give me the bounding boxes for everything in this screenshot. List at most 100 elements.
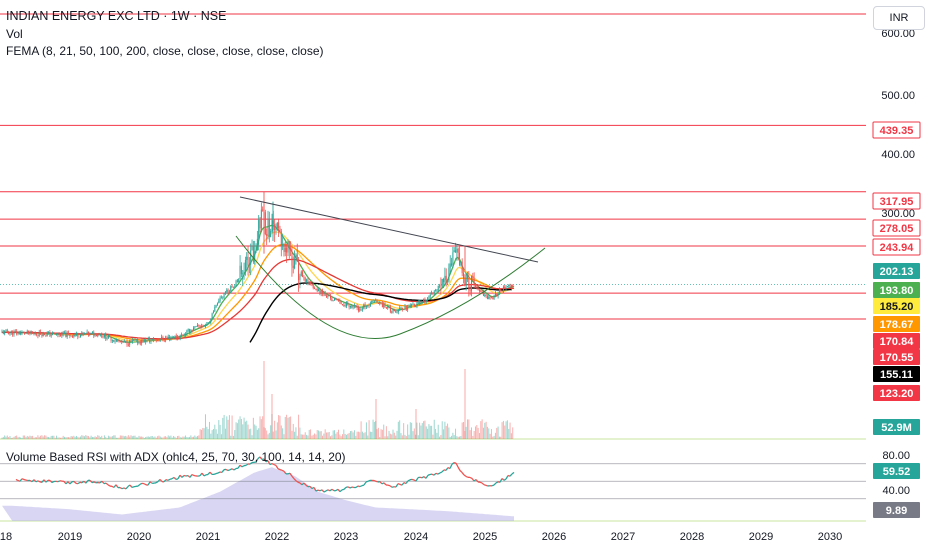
currency-button[interactable]: INR xyxy=(873,6,925,30)
rsi-line-segment xyxy=(359,485,363,488)
candle-body xyxy=(17,332,19,334)
candle-body xyxy=(178,336,180,339)
volume-bar xyxy=(123,436,125,439)
rsi-line-segment xyxy=(479,481,483,484)
candle-body xyxy=(326,295,328,297)
candle-body xyxy=(212,311,214,314)
candle-body xyxy=(226,289,228,292)
volume-bar xyxy=(473,430,475,439)
candle-body xyxy=(232,286,234,288)
volume-bar xyxy=(40,435,42,439)
price-label: 170.84 xyxy=(873,333,920,349)
volume-bar xyxy=(127,435,129,439)
candle-body xyxy=(432,292,434,294)
rsi-line-segment xyxy=(327,489,331,492)
candle-body xyxy=(473,279,475,286)
candle-body xyxy=(355,305,357,307)
candle-body xyxy=(74,334,76,336)
rsi-line-segment xyxy=(325,489,329,492)
price-label: 439.35 xyxy=(872,121,921,139)
fema-legend[interactable]: FEMA (8, 21, 50, 100, 200, close, close,… xyxy=(6,44,324,58)
volume-bar xyxy=(493,435,495,439)
volume-bar xyxy=(20,437,22,439)
candle-body xyxy=(125,341,127,342)
volume-bar xyxy=(432,434,434,439)
volume-bar xyxy=(255,425,257,439)
rsi-line-segment xyxy=(491,484,495,487)
candle-body xyxy=(194,326,196,328)
volume-bar xyxy=(457,436,459,439)
volume-bar xyxy=(303,434,305,439)
volume-bar xyxy=(57,437,59,439)
volume-bar xyxy=(4,435,6,439)
volume-bar xyxy=(391,434,393,439)
volume-bar xyxy=(219,424,221,439)
rsi-line-segment xyxy=(93,481,97,484)
price-label: 202.13 xyxy=(873,263,920,279)
rsi-line-segment xyxy=(405,480,409,484)
rsi-line-segment xyxy=(365,480,369,483)
volume-bar xyxy=(506,420,508,439)
rsi-line-segment xyxy=(229,468,233,471)
rsi-line-segment xyxy=(163,479,167,483)
chart-title: INDIAN ENERGY EXC LTD · 1W · NSE xyxy=(6,9,227,23)
ema-21-line xyxy=(2,231,515,342)
candle-body xyxy=(416,302,418,307)
volume-bar xyxy=(16,435,18,439)
candle-body xyxy=(279,228,281,232)
candle-body xyxy=(260,209,262,229)
volume-bar xyxy=(275,430,277,439)
rsi-line-segment xyxy=(143,483,147,486)
rsi-line-segment xyxy=(57,480,61,483)
volume-bar xyxy=(179,437,181,439)
volume-legend[interactable]: Vol xyxy=(6,27,23,41)
candle-body xyxy=(238,278,240,283)
volume-bar xyxy=(272,431,274,439)
candle-body xyxy=(158,340,160,341)
candle-body xyxy=(141,339,143,344)
volume-bar xyxy=(85,435,87,439)
candle-body xyxy=(403,309,405,310)
rsi-line-segment xyxy=(315,489,319,492)
volume-bar xyxy=(484,422,486,439)
rsi-line-segment xyxy=(127,484,131,488)
candle-body xyxy=(387,306,389,309)
volume-bar xyxy=(9,436,11,439)
volume-bar xyxy=(126,436,128,439)
rsi-line-segment xyxy=(321,489,325,493)
volume-bar xyxy=(138,435,140,439)
candle-body xyxy=(509,284,511,289)
rsi-line-segment xyxy=(271,463,275,466)
rsi-line-segment xyxy=(73,480,77,484)
price-label-text: 178.67 xyxy=(880,319,914,331)
rsi-line-segment xyxy=(19,478,23,482)
volume-bar xyxy=(105,436,107,439)
candle-body xyxy=(504,286,506,289)
rsi-line-segment xyxy=(355,485,359,488)
candle-body xyxy=(421,301,423,303)
candle-body xyxy=(345,302,347,307)
volume-bar xyxy=(114,435,116,439)
candle-body xyxy=(307,279,309,285)
x-axis-label: 2029 xyxy=(749,531,773,543)
candle-body xyxy=(231,286,233,288)
candle-body xyxy=(239,265,241,279)
rsi-line-segment xyxy=(295,480,299,483)
candle-body xyxy=(50,334,52,336)
candle-body xyxy=(397,309,399,313)
candle-body xyxy=(498,289,500,293)
volume-bar xyxy=(359,432,361,439)
candle-body xyxy=(220,297,222,299)
volume-bar xyxy=(231,415,233,439)
volume-bar xyxy=(53,435,55,439)
candle-body xyxy=(53,332,55,334)
candle-body xyxy=(138,341,140,344)
volume-bar xyxy=(425,426,427,439)
rsi-legend[interactable]: Volume Based RSI with ADX (ohlc4, 25, 70… xyxy=(6,450,346,464)
volume-bar xyxy=(413,428,415,439)
candle-body xyxy=(469,289,471,291)
candle-body xyxy=(488,296,490,299)
candle-body xyxy=(228,291,230,294)
candle-body xyxy=(4,330,6,334)
